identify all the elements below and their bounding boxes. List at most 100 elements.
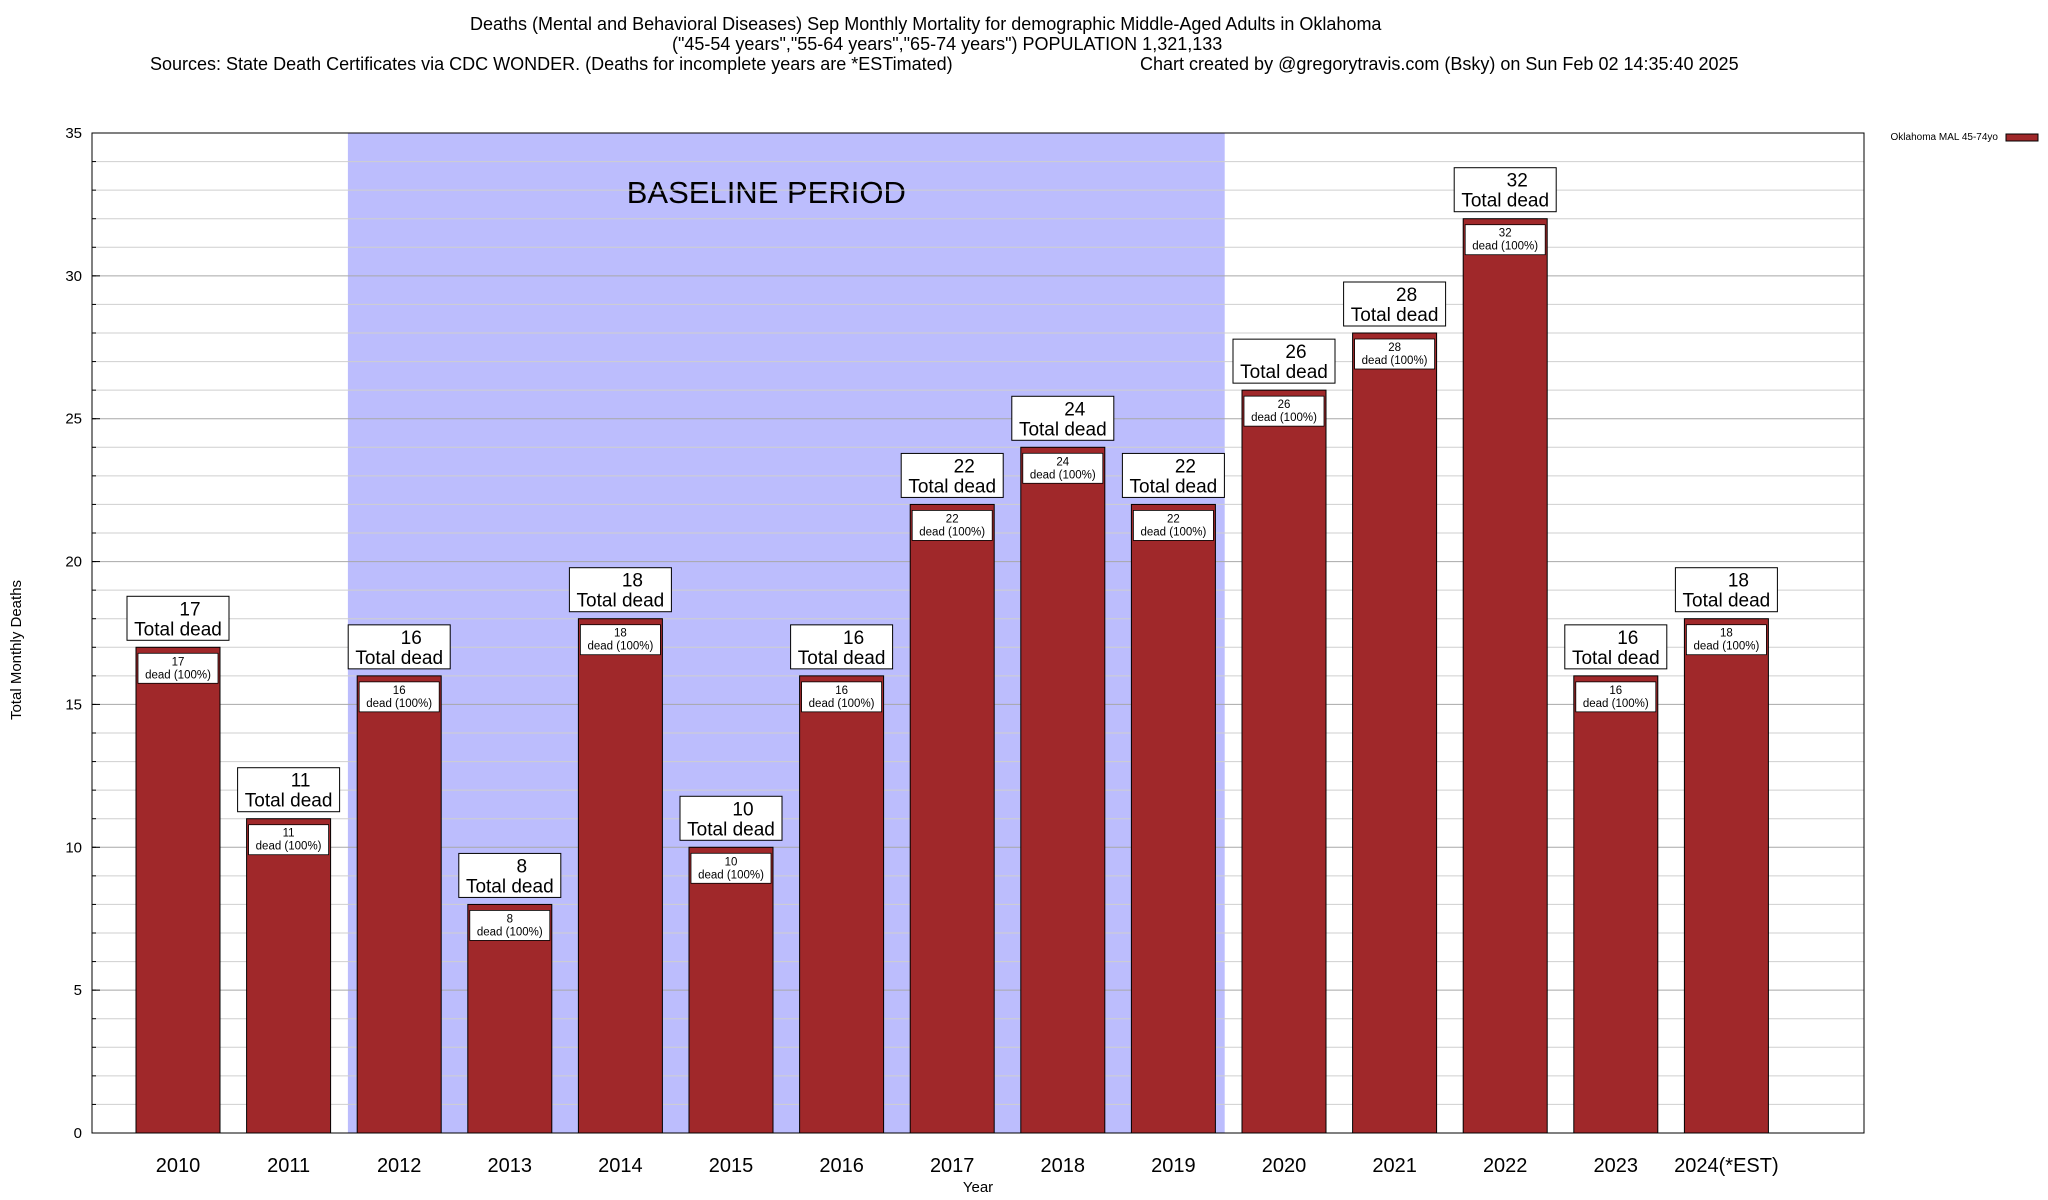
total-label-box bbox=[126, 595, 230, 641]
y-tick-label: 10 bbox=[65, 839, 82, 856]
total-label-box bbox=[1121, 452, 1225, 498]
inner-value-label: 11 bbox=[283, 828, 295, 840]
bar-2016 bbox=[799, 675, 885, 1134]
total-dead-label: Total dead bbox=[908, 476, 996, 497]
y-axis-title: Total Monthly Deaths bbox=[8, 580, 25, 720]
inner-value-label: 32 bbox=[1499, 228, 1512, 240]
total-value-label: 18 bbox=[1728, 571, 1749, 592]
total-label-box bbox=[900, 452, 1004, 498]
inner-value-label: 16 bbox=[835, 685, 848, 697]
inner-dead-label: dead (100%) bbox=[919, 526, 985, 538]
total-label-box bbox=[1232, 338, 1336, 384]
total-label-box bbox=[1564, 624, 1668, 670]
chart-sources: Sources: State Death Certificates via CD… bbox=[150, 54, 953, 74]
inner-dead-label: dead (100%) bbox=[809, 698, 875, 710]
y-tick-label: 5 bbox=[74, 982, 82, 999]
total-dead-label: Total dead bbox=[687, 819, 775, 840]
x-tick-label: 2016 bbox=[819, 1155, 864, 1177]
inner-value-label: 18 bbox=[614, 628, 627, 640]
x-tick-label: 2021 bbox=[1372, 1155, 1417, 1177]
inner-label-box bbox=[1686, 624, 1767, 656]
bar-2018 bbox=[1020, 446, 1106, 1134]
bar-2012 bbox=[356, 675, 442, 1134]
total-dead-label: Total dead bbox=[1572, 648, 1660, 669]
x-tick-label: 2015 bbox=[709, 1155, 754, 1177]
chart-title: Deaths (Mental and Behavioral Diseases) … bbox=[470, 14, 1382, 34]
inner-value-label: 26 bbox=[1278, 399, 1291, 411]
baseline-period-label: BASELINE PERIOD bbox=[627, 175, 906, 210]
inner-label-box bbox=[1354, 338, 1435, 370]
inner-label-box bbox=[1464, 224, 1546, 256]
total-value-label: 16 bbox=[843, 628, 864, 649]
inner-label-box bbox=[911, 510, 993, 541]
total-value-label: 24 bbox=[1064, 399, 1086, 420]
inner-value-label: 24 bbox=[1056, 456, 1069, 468]
total-value-label: 32 bbox=[1507, 171, 1528, 192]
total-value-label: 10 bbox=[732, 799, 753, 820]
x-tick-label: 2022 bbox=[1483, 1155, 1528, 1177]
x-tick-label: 2019 bbox=[1151, 1155, 1196, 1177]
total-dead-label: Total dead bbox=[1683, 591, 1771, 612]
x-tick-label: 2014 bbox=[598, 1155, 643, 1177]
inner-value-label: 8 bbox=[507, 913, 513, 925]
inner-label-box bbox=[1022, 452, 1104, 484]
inner-value-label: 10 bbox=[725, 856, 738, 868]
total-value-label: 26 bbox=[1285, 342, 1306, 363]
total-dead-label: Total dead bbox=[134, 619, 222, 640]
total-value-label: 18 bbox=[622, 571, 643, 592]
y-tick-label: 20 bbox=[65, 554, 82, 571]
total-value-label: 22 bbox=[954, 456, 975, 477]
inner-value-label: 22 bbox=[1167, 513, 1180, 525]
x-axis-title: Year bbox=[963, 1179, 993, 1196]
bar-2020 bbox=[1241, 389, 1327, 1134]
inner-label-box bbox=[1133, 510, 1214, 541]
total-label-box bbox=[1453, 167, 1557, 213]
bar-2021 bbox=[1352, 332, 1438, 1134]
y-tick-label: 15 bbox=[65, 696, 82, 713]
inner-dead-label: dead (100%) bbox=[1472, 241, 1538, 253]
x-tick-label: 2011 bbox=[267, 1155, 310, 1177]
x-tick-label: 2010 bbox=[156, 1155, 201, 1177]
x-tick-label: 2012 bbox=[377, 1155, 422, 1177]
total-value-label: 16 bbox=[401, 628, 422, 649]
inner-label-box bbox=[248, 824, 330, 856]
bar-2014 bbox=[577, 618, 663, 1134]
total-dead-label: Total dead bbox=[577, 591, 665, 612]
inner-label-box bbox=[690, 852, 772, 884]
total-dead-label: Total dead bbox=[355, 648, 443, 669]
bar-2023 bbox=[1573, 675, 1659, 1134]
x-tick-label: 2023 bbox=[1594, 1155, 1639, 1177]
plot-frame bbox=[91, 132, 1865, 1134]
total-dead-label: Total dead bbox=[1240, 362, 1328, 383]
bar-2015 bbox=[688, 846, 774, 1134]
bar-2011 bbox=[246, 818, 332, 1134]
bar-2017 bbox=[909, 503, 995, 1134]
inner-dead-label: dead (100%) bbox=[256, 841, 322, 853]
x-tick-label: 2018 bbox=[1041, 1155, 1086, 1177]
total-dead-label: Total dead bbox=[1351, 305, 1439, 326]
inner-dead-label: dead (100%) bbox=[1362, 355, 1428, 367]
inner-dead-label: dead (100%) bbox=[1583, 698, 1649, 710]
inner-value-label: 22 bbox=[946, 513, 959, 525]
total-label-box bbox=[790, 624, 894, 670]
inner-dead-label: dead (100%) bbox=[145, 669, 211, 681]
inner-dead-label: dead (100%) bbox=[366, 698, 432, 710]
inner-label-box bbox=[580, 624, 661, 656]
total-value-label: 16 bbox=[1617, 628, 1638, 649]
chart-credit: Chart created by @gregorytravis.com (Bsk… bbox=[1140, 54, 1739, 74]
inner-dead-label: dead (100%) bbox=[477, 926, 543, 938]
y-tick-label: 30 bbox=[65, 268, 82, 285]
total-label-box bbox=[568, 567, 672, 613]
total-label-box bbox=[1011, 395, 1115, 441]
total-label-box bbox=[347, 624, 451, 670]
inner-value-label: 28 bbox=[1388, 342, 1401, 354]
total-value-label: 28 bbox=[1396, 285, 1417, 306]
total-dead-label: Total dead bbox=[1461, 191, 1549, 212]
legend-label: Oklahoma MAL 45-74yo bbox=[1891, 132, 1999, 143]
total-label-box bbox=[1674, 567, 1778, 613]
total-value-label: 22 bbox=[1175, 456, 1196, 477]
bar-2022 bbox=[1462, 218, 1548, 1134]
total-label-box bbox=[1343, 281, 1447, 327]
inner-dead-label: dead (100%) bbox=[1693, 641, 1759, 653]
